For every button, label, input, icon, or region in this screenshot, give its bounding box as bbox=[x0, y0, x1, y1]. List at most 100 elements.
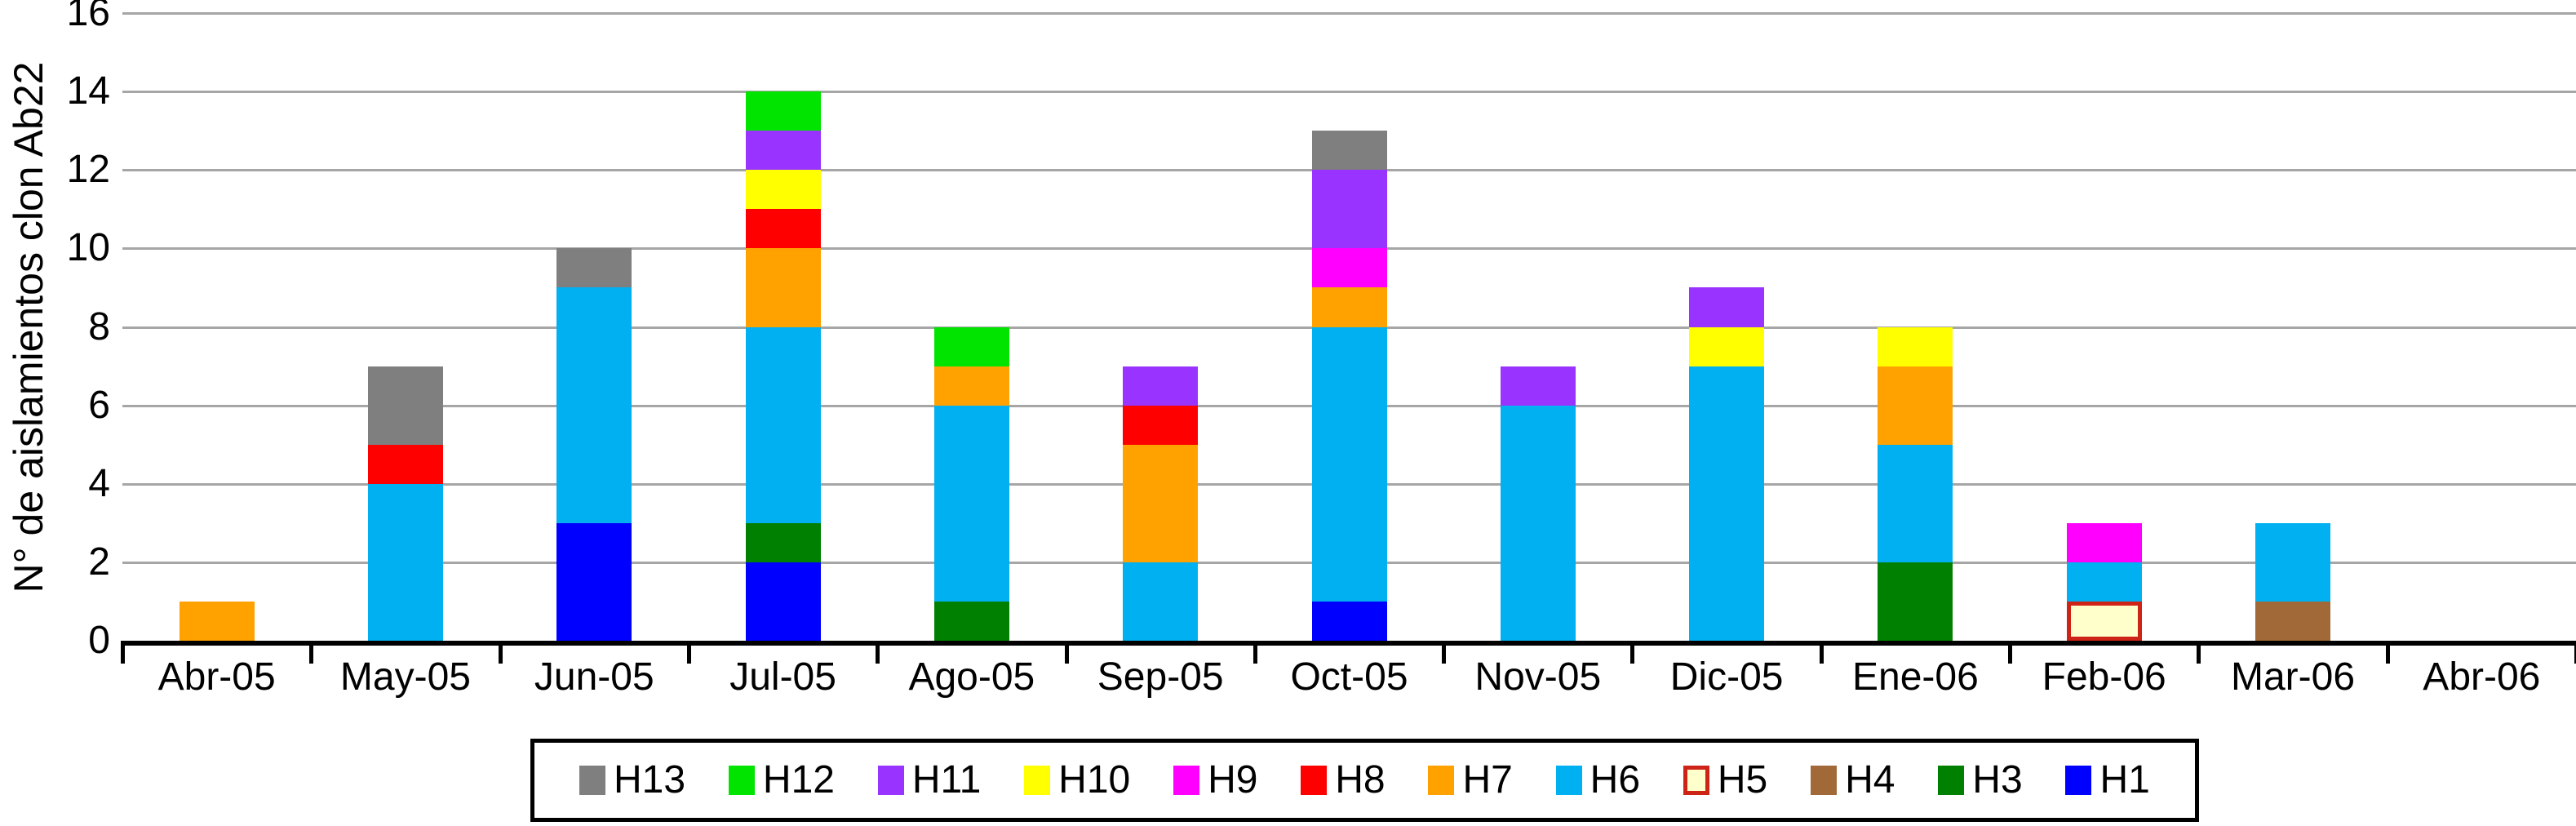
x-axis-tick-7 bbox=[1442, 641, 1447, 664]
legend-swatch-H3 bbox=[1938, 766, 1965, 795]
y-tick-label-16: 16 bbox=[66, 0, 110, 34]
bar-segment-H13-Jun-05 bbox=[556, 248, 632, 288]
y-tick-label-10: 10 bbox=[66, 226, 110, 270]
legend-swatch-H12 bbox=[728, 766, 755, 795]
bar-segment-H6-Nov-05 bbox=[1500, 405, 1576, 641]
bar-segment-H13-Oct-05 bbox=[1311, 131, 1387, 171]
legend-label-H1: H1 bbox=[2099, 758, 2150, 802]
x-tick-label-Mar-06: Mar-06 bbox=[2231, 655, 2356, 699]
legend-label-H4: H4 bbox=[1845, 758, 1895, 802]
bar-segment-H7-Ago-05 bbox=[933, 366, 1009, 406]
bar-segment-H7-Abr-05 bbox=[179, 601, 255, 641]
legend-swatch-H9 bbox=[1173, 766, 1200, 795]
x-tick-label-Jul-05: Jul-05 bbox=[729, 655, 836, 699]
bar-segment-H6-Ene-06 bbox=[1878, 444, 1953, 562]
bar-segment-H1-Oct-05 bbox=[1311, 601, 1387, 641]
x-tick-label-Ago-05: Ago-05 bbox=[908, 655, 1035, 699]
legend-item-H5: H5 bbox=[1683, 759, 1767, 802]
legend-swatch-H10 bbox=[1024, 766, 1051, 795]
bar-segment-H7-Oct-05 bbox=[1311, 287, 1387, 327]
x-axis-tick-1 bbox=[309, 641, 314, 664]
bar-segment-H6-Mar-06 bbox=[2255, 522, 2331, 602]
legend-item-H1: H1 bbox=[2065, 758, 2150, 802]
y-tick-label-8: 8 bbox=[88, 304, 110, 349]
legend-item-H11: H11 bbox=[877, 759, 981, 802]
legend-label-H9: H9 bbox=[1208, 758, 1258, 802]
bar-segment-H6-Ago-05 bbox=[933, 405, 1009, 602]
bar-segment-H6-Sep-05 bbox=[1123, 562, 1199, 641]
legend-swatch-H6 bbox=[1555, 766, 1582, 795]
bar-segment-H11-Sep-05 bbox=[1123, 366, 1199, 406]
x-axis-tick-9 bbox=[1819, 641, 1824, 664]
legend-item-H8: H8 bbox=[1301, 758, 1386, 802]
bar-segment-H12-Jul-05 bbox=[745, 91, 821, 131]
x-axis-tick-13 bbox=[2574, 641, 2576, 664]
x-tick-label-Abr-05: Abr-05 bbox=[157, 655, 276, 699]
x-axis-tick-8 bbox=[1630, 641, 1635, 664]
x-tick-label-Ene-06: Ene-06 bbox=[1852, 655, 1979, 699]
legend-swatch-H13 bbox=[579, 766, 605, 795]
bar-segment-H8-May-05 bbox=[367, 444, 443, 484]
bar-segment-H10-Jul-05 bbox=[745, 170, 821, 210]
bar-segment-H7-Ene-06 bbox=[1878, 366, 1953, 445]
bar-segment-H9-Oct-05 bbox=[1311, 248, 1387, 288]
bar-segment-H11-Oct-05 bbox=[1311, 170, 1387, 249]
y-tick-label-0: 0 bbox=[88, 619, 110, 662]
legend-label-H13: H13 bbox=[614, 758, 686, 802]
gridline-y14 bbox=[122, 91, 2576, 94]
bar-segment-H3-Jul-05 bbox=[745, 522, 821, 562]
legend-swatch-H4 bbox=[1811, 766, 1838, 795]
bar-segment-H3-Ago-05 bbox=[933, 601, 1009, 641]
bar-segment-H6-Dic-05 bbox=[1689, 366, 1765, 641]
legend-label-H3: H3 bbox=[1972, 758, 2023, 802]
x-tick-label-Feb-06: Feb-06 bbox=[2042, 655, 2166, 699]
x-tick-label-Dic-05: Dic-05 bbox=[1669, 655, 1784, 699]
y-tick-label-2: 2 bbox=[88, 540, 110, 584]
legend-item-H3: H3 bbox=[1938, 758, 2023, 802]
bar-segment-H7-Jul-05 bbox=[745, 248, 821, 327]
legend: H13 H12 H11 H10 H9 H8 H7 H6 H5 H4 H3 H1 bbox=[530, 739, 2199, 822]
bar-segment-H1-Jul-05 bbox=[745, 562, 821, 641]
bar-segment-H3-Ene-06 bbox=[1878, 562, 1953, 641]
x-axis-tick-3 bbox=[686, 641, 691, 664]
legend-item-H6: H6 bbox=[1555, 758, 1641, 802]
legend-item-H9: H9 bbox=[1173, 759, 1257, 802]
bar-segment-H11-Jul-05 bbox=[745, 131, 821, 171]
x-axis-tick-6 bbox=[1253, 641, 1257, 664]
bar-segment-H6-Feb-06 bbox=[2066, 562, 2142, 602]
bar-segment-H10-Ene-06 bbox=[1878, 326, 1953, 366]
x-tick-label-Jun-05: Jun-05 bbox=[534, 655, 654, 699]
legend-item-H10: H10 bbox=[1024, 759, 1130, 802]
x-axis-tick-4 bbox=[876, 641, 880, 664]
bar-segment-H6-Oct-05 bbox=[1311, 326, 1387, 602]
bar-segment-H6-May-05 bbox=[367, 483, 443, 641]
legend-item-H13: H13 bbox=[579, 759, 685, 802]
x-axis-tick-5 bbox=[1064, 641, 1069, 664]
legend-label-H12: H12 bbox=[762, 758, 835, 802]
bar-segment-H11-Dic-05 bbox=[1689, 287, 1765, 327]
x-tick-label-Abr-06: Abr-06 bbox=[2423, 655, 2541, 699]
bar-segment-H1-Jun-05 bbox=[556, 522, 632, 641]
x-axis-tick-12 bbox=[2385, 641, 2390, 664]
legend-swatch-H11 bbox=[877, 766, 904, 795]
y-tick-label-6: 6 bbox=[88, 383, 110, 427]
legend-label-H8: H8 bbox=[1335, 758, 1386, 802]
x-axis bbox=[122, 641, 2576, 646]
bar-segment-H9-Feb-06 bbox=[2066, 522, 2142, 562]
legend-label-H10: H10 bbox=[1058, 758, 1131, 802]
x-tick-label-Sep-05: Sep-05 bbox=[1097, 655, 1224, 699]
legend-label-H6: H6 bbox=[1589, 758, 1641, 802]
legend-swatch-H5 bbox=[1683, 766, 1709, 795]
y-tick-label-12: 12 bbox=[66, 148, 110, 192]
legend-label-H5: H5 bbox=[1717, 758, 1768, 802]
x-axis-tick-2 bbox=[498, 641, 503, 664]
legend-label-H7: H7 bbox=[1462, 758, 1513, 802]
legend-swatch-H8 bbox=[1301, 766, 1328, 795]
bar-segment-H7-Sep-05 bbox=[1123, 444, 1199, 562]
gridline-y16 bbox=[122, 12, 2576, 15]
y-tick-label-4: 4 bbox=[88, 461, 110, 505]
x-axis-tick-11 bbox=[2197, 641, 2201, 664]
x-tick-label-May-05: May-05 bbox=[339, 655, 471, 699]
bar-segment-H11-Nov-05 bbox=[1500, 366, 1576, 406]
